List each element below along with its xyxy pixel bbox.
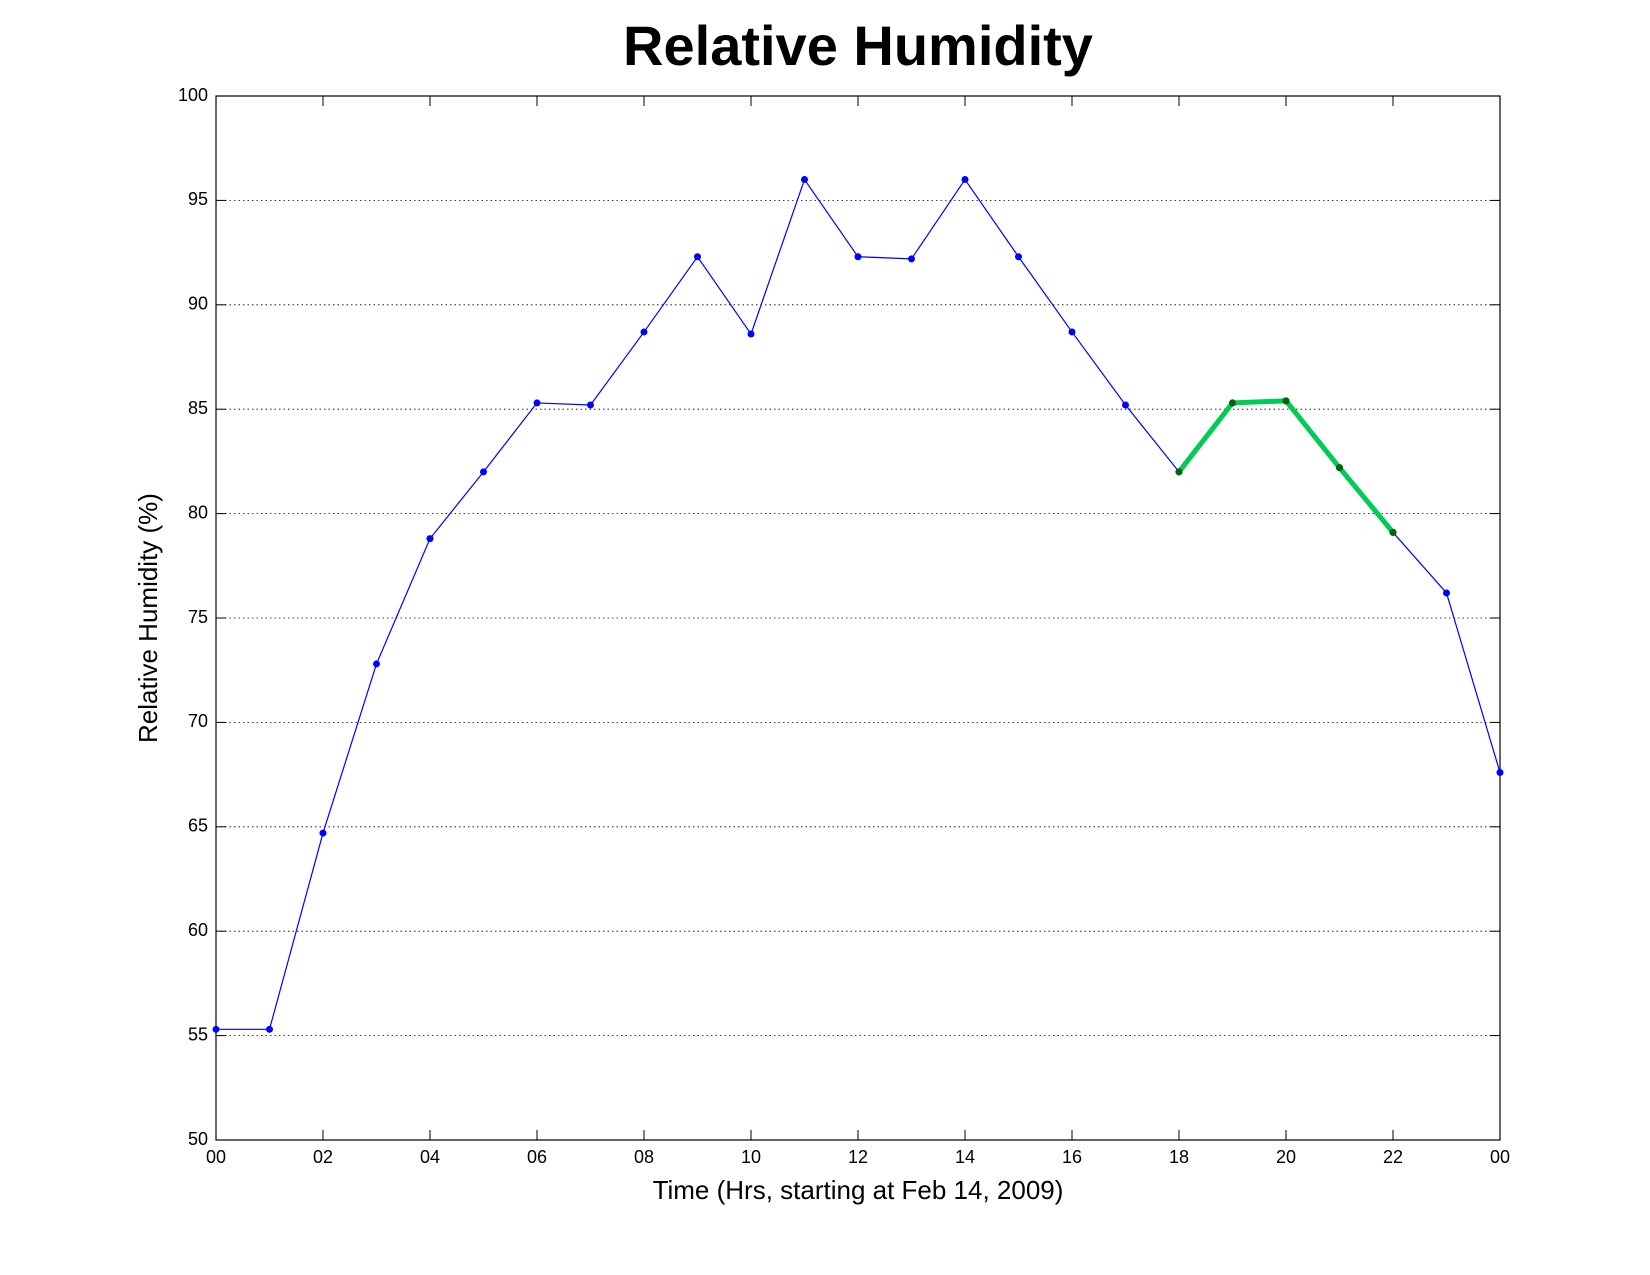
data-point (747, 330, 755, 338)
x-tick-label: 20 (1276, 1147, 1296, 1167)
data-point (640, 328, 648, 336)
x-tick-label: 06 (527, 1147, 547, 1167)
data-point (961, 176, 969, 184)
x-tick-label: 02 (313, 1147, 333, 1167)
x-tick-label: 22 (1383, 1147, 1403, 1167)
data-point (587, 401, 594, 409)
data-point (1175, 468, 1183, 476)
data-point (1282, 397, 1290, 405)
data-point (1389, 528, 1397, 536)
y-tick-label: 85 (188, 398, 208, 418)
data-point (1122, 401, 1129, 409)
y-tick-label: 80 (188, 502, 208, 522)
data-line (216, 178, 1501, 1030)
data-point (533, 399, 541, 407)
y-tick-label: 50 (188, 1129, 208, 1149)
plot-frame (215, 95, 1501, 1141)
y-tick-label: 65 (188, 816, 208, 836)
data-point (1336, 464, 1343, 472)
y-tick-label: 75 (188, 607, 208, 627)
data-point (694, 253, 701, 261)
x-tick-label: 14 (955, 1147, 975, 1167)
x-tick-label: 12 (848, 1147, 868, 1167)
y-tick-label: 70 (188, 711, 208, 731)
y-tick-label: 90 (188, 294, 208, 314)
y-axis-label: Relative Humidity (%) (133, 493, 163, 743)
data-point (1496, 769, 1504, 777)
x-tick-label: 00 (206, 1147, 226, 1167)
y-tick-label: 55 (188, 1024, 208, 1044)
data-point (319, 829, 327, 837)
data-point (908, 255, 915, 263)
x-tick-label: 08 (634, 1147, 654, 1167)
data-point (1443, 589, 1450, 597)
data-point (373, 660, 380, 668)
data-point (1068, 328, 1076, 336)
data-point (1015, 253, 1022, 261)
y-tick-label: 95 (188, 189, 208, 209)
x-tick-label: 18 (1169, 1147, 1189, 1167)
chart-title: Relative Humidity (623, 14, 1093, 77)
data-line (1177, 398, 1395, 534)
x-tick-label: 00 (1490, 1147, 1510, 1167)
x-tick-label: 10 (741, 1147, 761, 1167)
x-axis-label: Time (Hrs, starting at Feb 14, 2009) (653, 1175, 1064, 1205)
y-tick-label: 60 (188, 920, 208, 940)
data-point (480, 468, 487, 476)
data-point (854, 253, 862, 261)
data-point (212, 1025, 220, 1033)
data-point (1229, 399, 1236, 407)
y-tick-label: 100 (178, 85, 208, 105)
x-tick-label: 04 (420, 1147, 440, 1167)
data-point (266, 1025, 273, 1033)
data-point (426, 535, 434, 543)
data-point (801, 176, 808, 184)
x-tick-label: 16 (1062, 1147, 1082, 1167)
